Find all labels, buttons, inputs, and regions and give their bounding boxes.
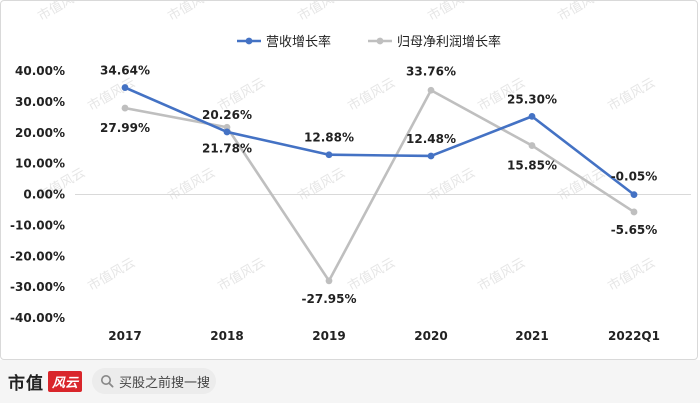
brand[interactable]: 市值 风云: [8, 369, 83, 394]
data-label-revenue-growth: 25.30%: [507, 92, 557, 106]
legend-swatch-marker: [245, 37, 253, 45]
data-label-profit-growth: 15.85%: [507, 159, 557, 173]
watermark-text: 市值风云: [555, 165, 608, 205]
watermark-text: 市值风云: [425, 165, 478, 205]
y-tick-label: 0.00%: [23, 188, 65, 202]
watermark-text: 市值风云: [345, 255, 398, 295]
watermark-text: 市值风云: [295, 165, 348, 205]
legend-label-revenue-growth: 营收增长率: [266, 34, 331, 50]
search-box[interactable]: 买股之前搜一搜: [92, 368, 216, 394]
x-tick-label: 2020: [414, 329, 447, 343]
x-tick-label: 2017: [108, 329, 141, 343]
point-revenue-growth: [528, 112, 536, 120]
watermark-text: 市值风云: [555, 1, 608, 24]
brand-logo: 风云: [48, 371, 83, 392]
point-revenue-growth: [630, 191, 638, 199]
watermark-text: 市值风云: [85, 255, 138, 295]
watermark-text: 市值风云: [425, 1, 478, 24]
brand-name: 市值: [8, 374, 44, 394]
chart-frame: 市值风云 市值风云 市值风云 市值风云 市值风云 市值风云 市值风云 市值风云 市值风云 市值风云…: [0, 0, 698, 360]
data-labels-layer: 34.64% 20.26% 12.88% 12.48% 25.30% -0.05% 27.9…: [100, 64, 657, 306]
y-tick-label: 20.00%: [15, 126, 65, 140]
point-profit-growth: [427, 86, 435, 94]
legend-label-profit-growth: 归母净利润增长率: [397, 34, 501, 50]
search-icon: [101, 375, 114, 388]
y-tick-label: 40.00%: [15, 64, 65, 78]
point-profit-growth: [630, 208, 638, 216]
point-profit-growth: [325, 277, 333, 285]
data-label-revenue-growth: 20.26%: [202, 108, 252, 122]
x-tick-label: 2018: [210, 329, 243, 343]
data-label-profit-growth: 27.99%: [100, 121, 150, 135]
data-label-revenue-growth: 12.48%: [406, 132, 456, 146]
y-tick-label: 10.00%: [15, 157, 65, 171]
x-tick-label: 2021: [515, 329, 548, 343]
point-revenue-growth: [121, 84, 129, 91]
y-tick-label: -30.00%: [10, 280, 65, 294]
series-layer: [121, 84, 638, 285]
x-tick-label: 2022Q1: [608, 329, 660, 343]
data-label-profit-growth: 33.76%: [406, 64, 456, 78]
point-revenue-growth: [223, 128, 231, 136]
series-line-revenue-growth: [124, 86, 635, 196]
data-label-revenue-growth: -0.05%: [611, 170, 658, 184]
data-label-revenue-growth: 12.88%: [304, 131, 354, 145]
footer-bar: 市值 风云 买股之前搜一搜: [0, 360, 700, 403]
point-profit-growth: [121, 104, 129, 112]
y-tick-label: -20.00%: [10, 249, 65, 263]
point-profit-growth: [223, 123, 231, 131]
y-tick-label: 30.00%: [15, 95, 65, 109]
point-profit-growth: [528, 142, 536, 149]
watermark-text: 市值风云: [475, 255, 528, 295]
watermark-text: 市值风云: [35, 1, 88, 24]
chart-legend: 营收增长率 归母净利润增长率: [237, 34, 501, 50]
watermark-text: 市值风云: [215, 255, 268, 295]
watermark-text: 市值风云: [345, 75, 398, 115]
watermark-text: 市值风云: [165, 165, 218, 205]
point-revenue-growth: [427, 152, 435, 160]
watermark-text: 市值风云: [605, 255, 658, 295]
data-label-revenue-growth: 34.64%: [100, 64, 150, 78]
chart-axes: 40.00% 30.00% 20.00% 10.00% 0.00% -10.00% -20.…: [10, 64, 691, 343]
search-placeholder: 买股之前搜一搜: [119, 375, 211, 391]
y-tick-label: -40.00%: [10, 311, 65, 325]
data-label-profit-growth: -27.95%: [302, 292, 357, 306]
x-tick-label: 2019: [312, 329, 345, 343]
watermark-text: 市值风云: [605, 75, 658, 115]
watermark-text: 市值风云: [165, 1, 218, 24]
data-label-profit-growth: -5.65%: [611, 223, 658, 237]
y-tick-label: -10.00%: [10, 218, 65, 232]
point-revenue-growth: [325, 151, 333, 159]
watermark-text: 市值风云: [295, 1, 348, 24]
legend-swatch-marker: [376, 37, 384, 45]
data-label-profit-growth: 21.78%: [202, 141, 252, 155]
